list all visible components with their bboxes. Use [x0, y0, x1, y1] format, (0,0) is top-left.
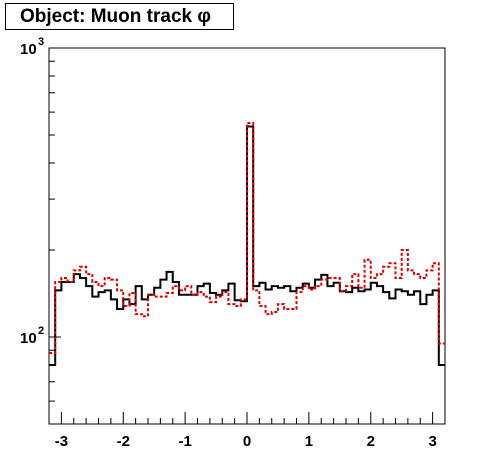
y-tick-exponent: 2 — [38, 325, 44, 337]
chart-title: Object: Muon track φ — [5, 3, 234, 30]
y-tick-label: 10 — [20, 41, 37, 58]
x-tick-label: -3 — [55, 433, 68, 450]
x-tick-label: -1 — [178, 433, 191, 450]
chart-title-text: Object: Muon track φ — [20, 6, 211, 27]
y-tick-label: 10 — [20, 330, 37, 347]
x-tick-label: 0 — [243, 433, 251, 450]
x-tick-label: 2 — [367, 433, 375, 450]
x-tick-label: 1 — [305, 433, 313, 450]
histogram-series-1 — [49, 125, 445, 367]
x-tick-label: 3 — [428, 433, 436, 450]
y-tick-exponent: 3 — [38, 36, 44, 48]
series-layer — [49, 122, 445, 367]
x-tick-label: -2 — [117, 433, 130, 450]
